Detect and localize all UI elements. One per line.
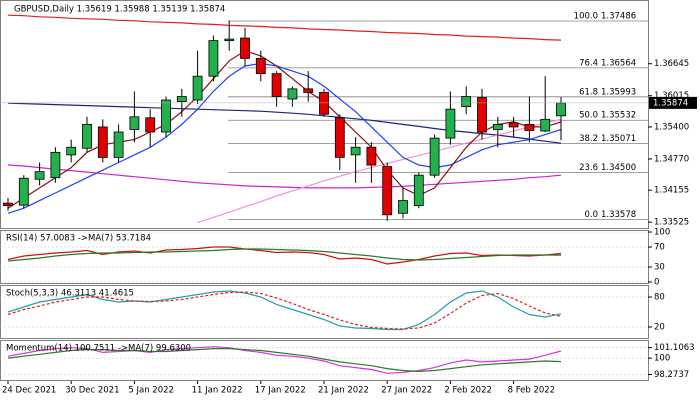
- x-tick-label: 5 Jan 2022: [128, 386, 174, 396]
- y-tick-label: 20: [654, 323, 665, 333]
- candle-body: [34, 171, 45, 180]
- candle-body: [18, 177, 29, 206]
- candle-body: [50, 151, 61, 179]
- candle-body: [271, 73, 282, 97]
- current-price-label: 1.35874: [653, 98, 688, 108]
- candle-body: [129, 116, 140, 130]
- candle-body: [492, 124, 503, 130]
- candle-body: [461, 96, 472, 108]
- chart-title: GBPUSD,Daily 1.35619 1.35988 1.35139 1.3…: [14, 5, 225, 15]
- fib-level-label: 38.2: [579, 134, 598, 144]
- indicator-title: RSI(14) 57.0083 ->MA(7) 53.7184: [6, 234, 151, 244]
- x-tick-label: 2 Feb 2022: [444, 386, 492, 396]
- x-tick-label: 11 Jan 2022: [192, 386, 243, 396]
- candle-body: [113, 131, 124, 158]
- candle-body: [161, 99, 171, 133]
- candle-body: [366, 146, 377, 166]
- x-tick-label: 30 Dec 2021: [65, 386, 119, 396]
- rsi-panel: [0, 230, 649, 284]
- candle-body: [145, 117, 156, 133]
- candle-body: [382, 166, 393, 216]
- candle-body: [224, 38, 235, 42]
- candle-body: [413, 174, 424, 207]
- fib-level-label: 23.6: [579, 163, 598, 173]
- fib-price-label: 1.35532: [601, 111, 636, 121]
- candle-body: [240, 37, 250, 59]
- indicator-line: [7, 102, 562, 144]
- indicator-title: Stoch(5,3,3) 46.3113 41.4615: [6, 289, 134, 299]
- fib-level-label: 50.0: [579, 111, 598, 121]
- indicator-line: [7, 246, 562, 265]
- x-tick-label: 8 Feb 2022: [508, 386, 555, 396]
- fib-level-label: 100.0: [574, 12, 598, 22]
- candle-body: [255, 57, 266, 75]
- candle-body: [540, 118, 551, 132]
- candle-body: [82, 124, 92, 149]
- candle-body: [350, 146, 361, 156]
- y-tick-label: 98.2737: [654, 370, 689, 380]
- fib-level-label: 61.8: [579, 87, 598, 97]
- candle-body: [477, 97, 487, 133]
- candle-body: [524, 124, 535, 131]
- y-tick-label: 101.1063: [654, 343, 695, 353]
- candle-body: [508, 122, 519, 128]
- fib-price-label: 1.36564: [601, 58, 636, 68]
- indicator-line: [7, 62, 562, 214]
- current-price-box: [649, 96, 697, 109]
- indicator-line: [7, 248, 562, 262]
- y-tick-label: 100: [654, 354, 670, 364]
- y-tick-label: 0: [654, 278, 659, 288]
- x-tick-label: 17 Jan 2022: [255, 386, 306, 396]
- candle-body: [3, 202, 13, 207]
- y-tick-label: 1.35400: [654, 122, 689, 132]
- indicator-line: [7, 14, 562, 41]
- indicator-line: [7, 348, 562, 373]
- y-tick-label: 80: [654, 293, 665, 303]
- candle-body: [287, 88, 298, 100]
- candle-body: [334, 117, 345, 158]
- y-tick-label: 1.34155: [654, 186, 689, 196]
- candle-body: [66, 146, 77, 156]
- fib-level-label: 76.4: [579, 58, 598, 68]
- y-tick-label: 1.34770: [654, 154, 689, 164]
- fib-price-label: 1.35993: [601, 87, 636, 97]
- stoch-panel: [0, 285, 649, 339]
- indicator-line: [197, 118, 562, 223]
- candle-body: [176, 96, 187, 102]
- candle-body: [208, 40, 219, 77]
- indicator-line: [7, 164, 562, 189]
- y-tick-label: 1.33525: [654, 218, 689, 228]
- main-panel: [0, 0, 649, 229]
- y-tick-label: 70: [654, 243, 665, 253]
- indicator-title: Momentum(14) 100.7511 ->MA(7) 99.6300: [6, 344, 191, 354]
- y-tick-label: 1.36645: [654, 59, 689, 69]
- y-tick-label: 1.36015: [654, 91, 689, 101]
- x-tick-label: 24 Dec 2021: [2, 386, 56, 396]
- fib-price-label: 1.35071: [601, 134, 636, 144]
- y-tick-label: 100: [654, 228, 670, 238]
- fib-price-label: 1.33578: [601, 210, 636, 220]
- candle-body: [445, 108, 456, 139]
- indicator-line: [7, 290, 562, 331]
- fib-price-label: 1.34500: [601, 163, 636, 173]
- fib-level-label: 0.0: [584, 210, 598, 220]
- candle-body: [398, 200, 408, 214]
- y-tick-label: 30: [654, 263, 665, 273]
- candle-body: [429, 137, 440, 176]
- fib-price-label: 1.37486: [601, 12, 636, 22]
- candle-body: [97, 126, 108, 158]
- x-tick-label: 21 Jan 2022: [318, 386, 369, 396]
- candle-body: [556, 102, 566, 117]
- indicator-line: [7, 291, 562, 330]
- candle-body: [319, 92, 329, 115]
- candle-body: [303, 88, 314, 93]
- x-tick-label: 27 Jan 2022: [381, 386, 432, 396]
- candle-body: [192, 75, 203, 101]
- momentum-panel: [0, 340, 649, 381]
- indicator-line: [7, 346, 562, 374]
